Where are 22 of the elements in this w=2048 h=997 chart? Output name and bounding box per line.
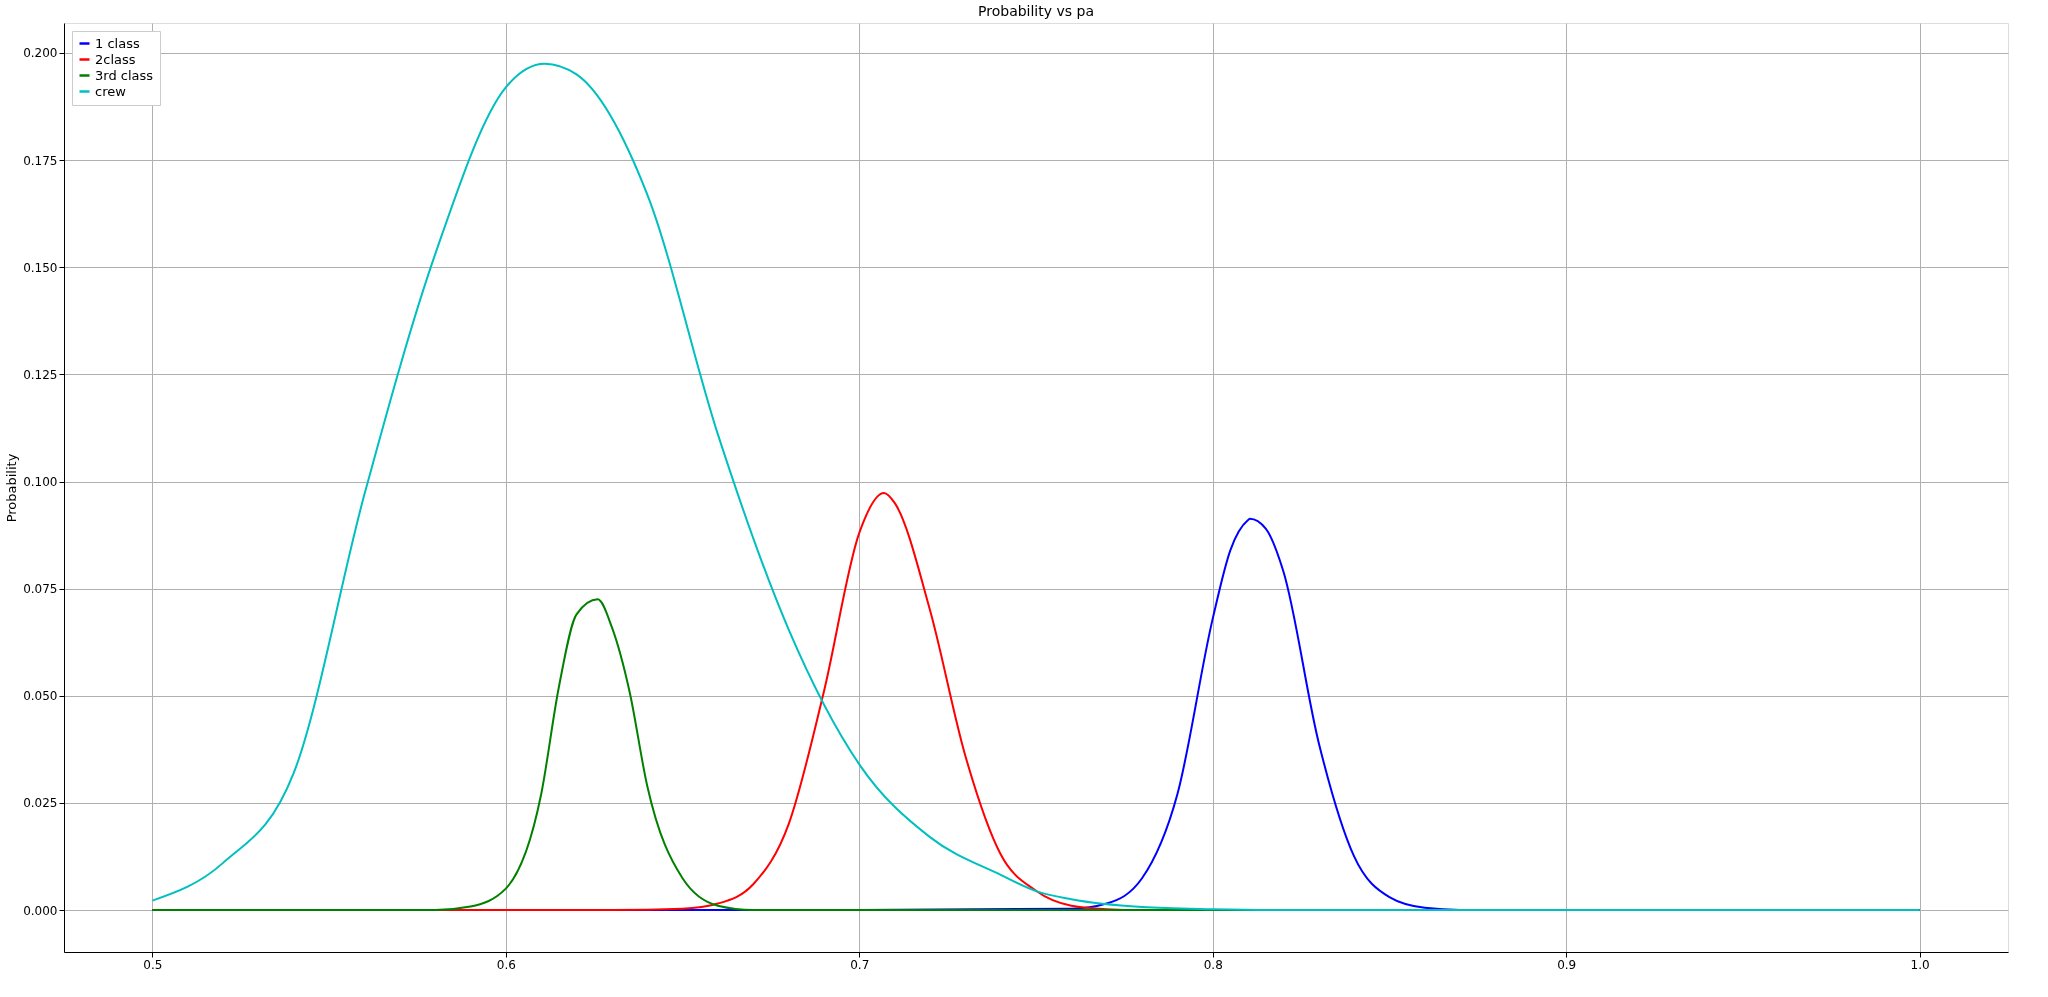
legend-label: crew bbox=[95, 83, 127, 99]
y-tick-label: 0.125 bbox=[23, 367, 58, 382]
x-tick-label: 0.8 bbox=[1203, 957, 1223, 972]
x-tick-label: 1.0 bbox=[1910, 957, 1930, 972]
y-tick-label: 0.175 bbox=[23, 153, 58, 168]
x-tick-label: 0.7 bbox=[850, 957, 870, 972]
legend-label: 3rd class bbox=[95, 67, 154, 83]
x-tick-label: 0.5 bbox=[143, 957, 163, 972]
legend-label: 2class bbox=[95, 51, 136, 67]
line-series bbox=[151, 62, 1921, 912]
y-tick-label: 0.025 bbox=[23, 796, 58, 811]
y-tick-label: 0.150 bbox=[23, 260, 58, 275]
y-axis-title: Probability bbox=[4, 453, 20, 523]
y-tick-label: 0.075 bbox=[23, 582, 58, 597]
y-tick-label: 0.000 bbox=[23, 903, 58, 918]
legend-label: 1 class bbox=[95, 35, 140, 51]
x-tick-label: 0.6 bbox=[496, 957, 516, 972]
x-tick-label: 0.9 bbox=[1557, 957, 1577, 972]
y-tick-label: 0.100 bbox=[23, 475, 58, 489]
y-tick-label: 0.050 bbox=[23, 689, 58, 704]
chart-title: Probability vs pa bbox=[978, 3, 1094, 19]
y-tick-label: 0.200 bbox=[23, 46, 58, 61]
